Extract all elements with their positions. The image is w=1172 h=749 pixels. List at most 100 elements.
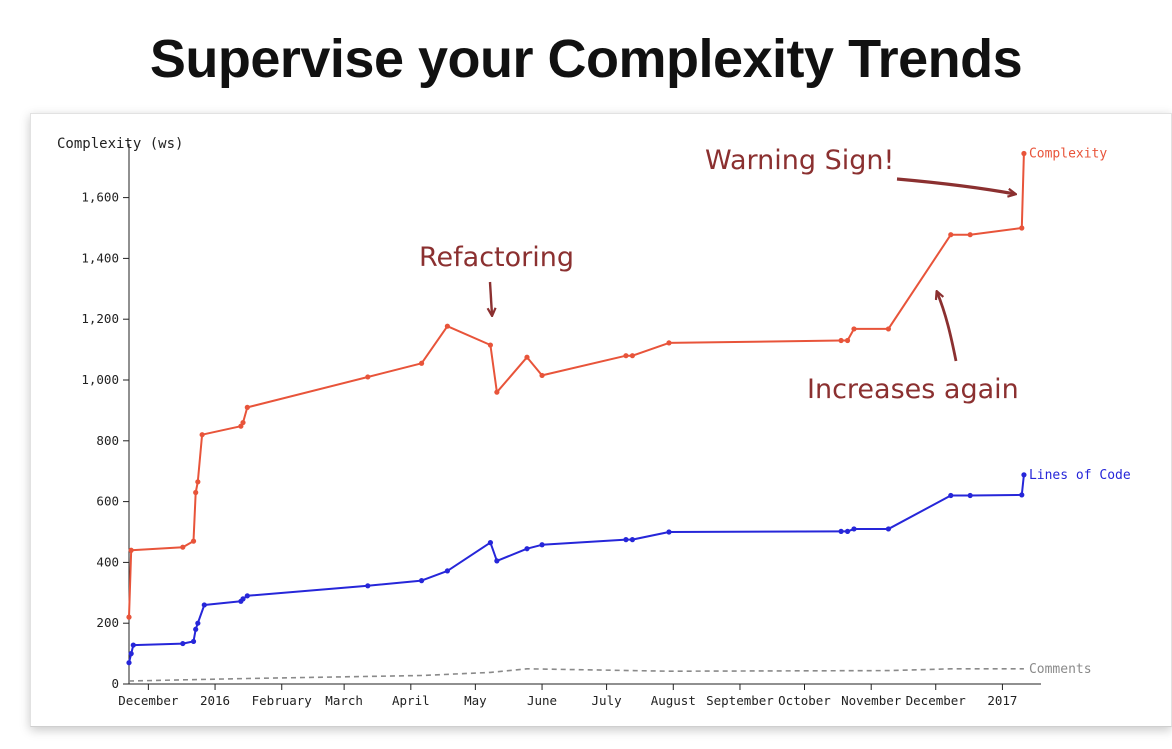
complexity-point bbox=[190, 538, 197, 544]
complexity-point bbox=[524, 354, 530, 360]
x-tick-label: 2016 bbox=[200, 693, 230, 708]
increases-again-arrow bbox=[937, 292, 958, 362]
complexity-point bbox=[629, 353, 636, 359]
series-complexity: Complexity bbox=[126, 147, 1107, 620]
annotation-warning-sign: Warning Sign! bbox=[705, 145, 894, 176]
complexity-point bbox=[948, 232, 954, 238]
lines-of-code-point bbox=[494, 558, 500, 564]
x-tick-label: December bbox=[118, 693, 179, 708]
complexity-point bbox=[444, 323, 450, 329]
lines-of-code-point bbox=[838, 528, 844, 534]
lines-of-code-point bbox=[193, 626, 199, 632]
chart-frame: Complexity (ws) 0 200 400 600 800 1,000 1,200 1… bbox=[30, 113, 1172, 727]
lines-of-code-point bbox=[948, 492, 954, 499]
lines-of-code-point bbox=[180, 640, 186, 647]
complexity-point bbox=[195, 479, 201, 485]
complexity-point bbox=[494, 389, 500, 395]
lines-of-code-point bbox=[851, 526, 857, 532]
x-tick-label: December bbox=[906, 693, 967, 708]
x-tick-label: July bbox=[592, 693, 623, 708]
y-tick-label: 400 bbox=[96, 554, 119, 569]
complexity-point bbox=[193, 489, 199, 496]
complexity-point bbox=[623, 353, 629, 359]
complexity-label: Complexity bbox=[1029, 147, 1107, 162]
lines-of-code-point bbox=[967, 492, 973, 499]
series-layer: Complexity Lines of Code Comments bbox=[126, 147, 1131, 682]
refactoring-arrow bbox=[490, 281, 492, 315]
x-tick-label: June bbox=[527, 693, 557, 708]
complexity-point bbox=[1021, 150, 1027, 157]
complexity-point bbox=[244, 404, 250, 410]
series-comments: Comments bbox=[128, 662, 1092, 682]
lines-of-code-line bbox=[128, 474, 1025, 663]
lines-of-code-point bbox=[539, 542, 545, 548]
y-axis: 0 200 400 600 800 1,000 1,200 1,400 1,600 bbox=[81, 144, 130, 691]
y-tick-label: 1,000 bbox=[81, 372, 119, 387]
complexity-point bbox=[199, 432, 205, 438]
complexity-point bbox=[126, 614, 132, 620]
lines-of-code-point bbox=[418, 578, 425, 584]
complexity-point bbox=[844, 337, 851, 344]
annotation-refactoring: Refactoring bbox=[419, 242, 574, 273]
warning-sign-arrow bbox=[896, 177, 1015, 194]
x-tick-label: May bbox=[464, 693, 487, 708]
complexity-point bbox=[666, 340, 672, 346]
complexity-line bbox=[128, 153, 1025, 618]
x-tick-label: November bbox=[841, 693, 902, 708]
x-tick-label: September bbox=[706, 693, 774, 708]
comments-label: Comments bbox=[1029, 662, 1092, 677]
lines-of-code-point bbox=[885, 526, 892, 532]
lines-of-code-point bbox=[201, 602, 207, 608]
x-tick-label: 2017 bbox=[987, 693, 1017, 708]
y-tick-label: 800 bbox=[96, 433, 119, 448]
complexity-point bbox=[838, 337, 844, 344]
lines-of-code-point bbox=[623, 537, 629, 543]
complexity-point bbox=[365, 374, 371, 380]
complexity-point bbox=[539, 372, 545, 379]
complexity-point bbox=[487, 342, 494, 348]
y-tick-label: 600 bbox=[96, 494, 119, 509]
y-tick-label: 1,200 bbox=[81, 311, 119, 326]
x-tick-label: March bbox=[325, 693, 363, 708]
lines-of-code-point bbox=[487, 540, 494, 546]
lines-of-code-point bbox=[365, 583, 371, 589]
lines-of-code-point bbox=[1021, 472, 1027, 478]
lines-of-code-point bbox=[629, 537, 636, 543]
lines-of-code-point bbox=[666, 529, 672, 535]
annotation-layer: Refactoring Warning Sign! Increases agai… bbox=[419, 145, 1019, 405]
complexity-point bbox=[1019, 225, 1025, 231]
lines-of-code-label: Lines of Code bbox=[1029, 468, 1131, 483]
complexity-point bbox=[967, 232, 973, 238]
complexity-point bbox=[851, 326, 857, 332]
y-tick-label: 0 bbox=[111, 676, 119, 691]
complexity-point bbox=[128, 547, 134, 553]
lines-of-code-point bbox=[240, 596, 246, 602]
x-axis: December 2016 February March April May June Jul… bbox=[118, 683, 1041, 708]
complexity-trend-chart: Complexity (ws) 0 200 400 600 800 1,000 1,200 1… bbox=[57, 136, 1131, 708]
slide-title: Supervise your Complexity Trends bbox=[149, 29, 1023, 89]
series-lines-of-code: Lines of Code bbox=[126, 468, 1131, 666]
lines-of-code-point bbox=[128, 651, 134, 657]
lines-of-code-point bbox=[190, 638, 197, 645]
comments-line bbox=[128, 668, 1024, 682]
lines-of-code-point bbox=[130, 642, 136, 648]
complexity-point bbox=[240, 419, 246, 426]
annotation-increases-again: Increases again bbox=[807, 374, 1019, 405]
lines-of-code-point bbox=[844, 528, 851, 534]
y-tick-label: 1,600 bbox=[81, 190, 119, 205]
lines-of-code-point bbox=[244, 593, 250, 599]
complexity-point bbox=[885, 326, 892, 332]
lines-of-code-point bbox=[444, 568, 450, 574]
lines-of-code-point bbox=[195, 620, 201, 626]
y-axis-title: Complexity (ws) bbox=[57, 136, 183, 152]
x-tick-label: February bbox=[252, 693, 313, 708]
lines-of-code-point bbox=[1019, 492, 1025, 498]
x-tick-label: October bbox=[778, 693, 831, 708]
x-tick-label: April bbox=[392, 693, 430, 708]
y-tick-label: 1,400 bbox=[81, 250, 119, 265]
complexity-point bbox=[418, 360, 425, 366]
y-tick-label: 200 bbox=[96, 615, 119, 630]
lines-of-code-point bbox=[126, 660, 132, 666]
lines-of-code-point bbox=[524, 546, 530, 552]
complexity-point bbox=[180, 544, 186, 550]
